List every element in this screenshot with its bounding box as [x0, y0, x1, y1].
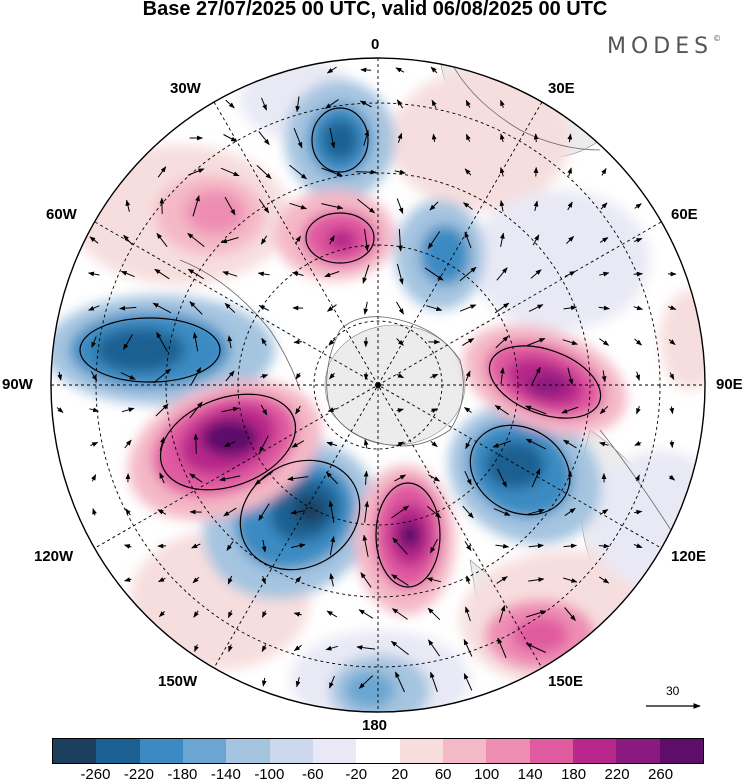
colorbar-swatch [660, 739, 703, 763]
lon-label-30w: 30W [170, 80, 201, 97]
lon-label-0: 0 [371, 36, 379, 53]
wind-vector [356, 172, 376, 173]
colorbar-swatch [270, 739, 313, 763]
colorbar-swatch [400, 739, 443, 763]
colorbar-tick-label: 180 [561, 766, 586, 783]
colorbar-tick-label: -180 [167, 766, 197, 783]
colorbar-swatch [443, 739, 486, 763]
colorbar-tick-label: 260 [648, 766, 673, 783]
vector-scale-value: 30 [666, 684, 679, 698]
colorbar-tick-label: 100 [474, 766, 499, 783]
anomaly-field [40, 50, 730, 730]
wind-vector [196, 434, 197, 454]
colorbar-swatch [313, 739, 356, 763]
colorbar-tick-label: -140 [211, 766, 241, 783]
colorbar-tick-label: 60 [435, 766, 452, 783]
colorbar-swatch [573, 739, 616, 763]
lon-label-60w: 60W [46, 206, 77, 223]
colorbar-swatch [486, 739, 529, 763]
wind-vector [536, 134, 537, 142]
lon-label-150w: 150W [158, 673, 197, 690]
lon-label-120e: 120E [671, 548, 706, 565]
colorbar-tick-label: 140 [518, 766, 543, 783]
colorbar-swatch [53, 739, 96, 763]
colorbar-swatch [226, 739, 269, 763]
colorbar-tick-label: 20 [391, 766, 408, 783]
colorbar-tick-label: -220 [124, 766, 154, 783]
colorbar-tick-label: -60 [302, 766, 324, 783]
colorbar-tick-labels: -260 -220 -180 -140 -100 -60 -20 20 60 100 140 180 2… [0, 766, 750, 784]
lon-label-120w: 120W [34, 548, 73, 565]
colorbar-swatch [183, 739, 226, 763]
colorbar-tick-label: 220 [605, 766, 630, 783]
wind-vector [634, 274, 643, 275]
colorbar-swatch [96, 739, 139, 763]
wind-vector [361, 70, 371, 71]
lon-label-180: 180 [362, 717, 387, 734]
lon-label-150e: 150E [548, 673, 583, 690]
lon-label-90e: 90E [716, 376, 743, 393]
colorbar-swatch [616, 739, 659, 763]
colorbar-swatch [356, 739, 399, 763]
lon-label-90w: 90W [2, 376, 33, 393]
colorbar [52, 738, 704, 764]
lon-label-60e: 60E [671, 206, 698, 223]
colorbar-swatch [140, 739, 183, 763]
colorbar-tick-label: -20 [345, 766, 367, 783]
colorbar-tick-label: -100 [254, 766, 284, 783]
lon-label-30e: 30E [548, 80, 575, 97]
colorbar-swatch [530, 739, 573, 763]
colorbar-tick-label: -260 [80, 766, 110, 783]
